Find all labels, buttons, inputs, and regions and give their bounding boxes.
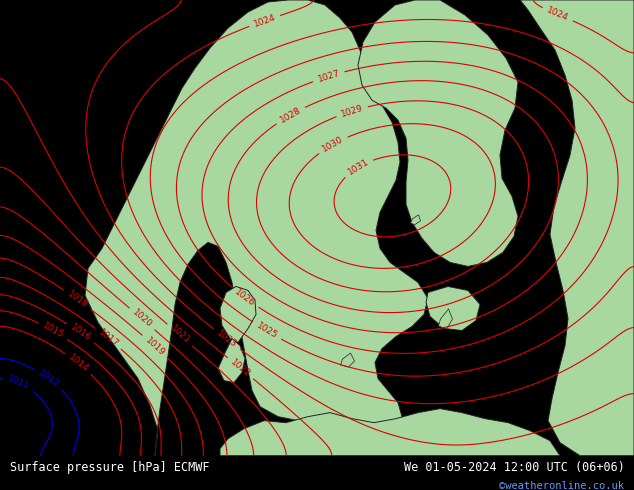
Text: 1017: 1017	[96, 328, 120, 349]
Text: 1023: 1023	[215, 329, 239, 350]
Text: 1020: 1020	[131, 308, 153, 330]
Text: 1030: 1030	[321, 135, 345, 154]
Text: 1013: 1013	[40, 352, 65, 372]
Text: Surface pressure [hPa] ECMWF: Surface pressure [hPa] ECMWF	[10, 461, 209, 474]
Text: 1015: 1015	[41, 321, 65, 340]
Text: ©weatheronline.co.uk: ©weatheronline.co.uk	[500, 481, 624, 490]
Text: 1018: 1018	[65, 289, 89, 310]
Text: 1016: 1016	[68, 323, 93, 343]
Text: 1012: 1012	[37, 368, 61, 389]
Text: We 01-05-2024 12:00 UTC (06+06): We 01-05-2024 12:00 UTC (06+06)	[404, 461, 624, 474]
Text: 1021: 1021	[168, 324, 191, 346]
Text: 1022: 1022	[229, 358, 252, 379]
Text: 1027: 1027	[316, 69, 341, 84]
Text: 1011: 1011	[6, 374, 31, 392]
Text: 1031: 1031	[346, 157, 370, 177]
Text: 1028: 1028	[278, 105, 302, 124]
Text: 1019: 1019	[143, 335, 166, 357]
Text: 1024: 1024	[252, 13, 277, 29]
Text: 1025: 1025	[255, 321, 279, 341]
Text: 1014: 1014	[67, 353, 90, 374]
Text: 1029: 1029	[340, 103, 365, 119]
Text: 1024: 1024	[545, 6, 570, 23]
Text: 1026: 1026	[233, 287, 257, 308]
